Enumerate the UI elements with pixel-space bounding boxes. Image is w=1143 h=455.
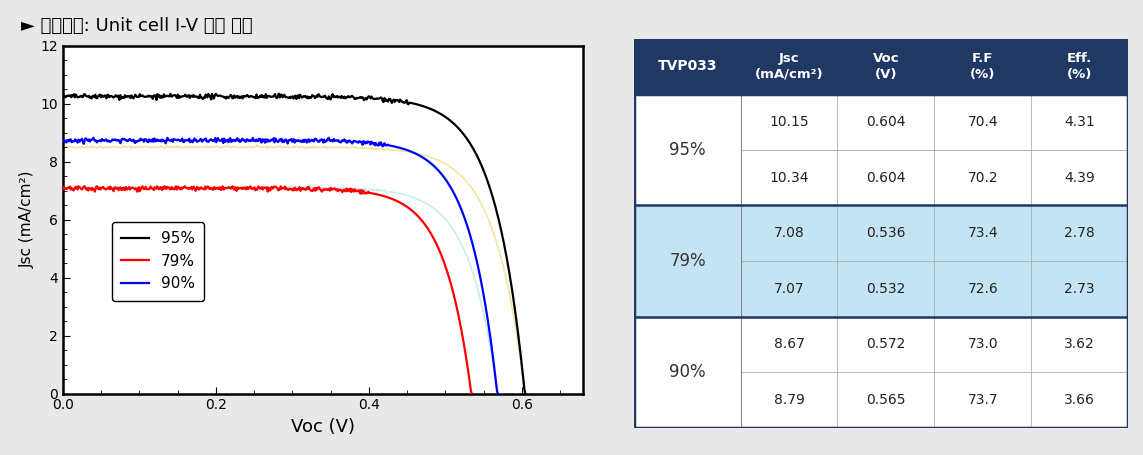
Bar: [741, 150, 838, 205]
95%: [509, 308, 522, 313]
Bar: [1031, 150, 1128, 205]
Bar: [934, 39, 1031, 94]
90%: [263, 138, 277, 144]
Bar: [838, 261, 934, 317]
Text: 10.34: 10.34: [769, 171, 809, 185]
Bar: [1031, 372, 1128, 428]
Text: 2.78: 2.78: [1064, 226, 1095, 240]
Text: 0.572: 0.572: [866, 337, 905, 351]
95%: [56, 92, 70, 98]
Bar: [634, 205, 741, 317]
Bar: [838, 205, 934, 261]
95%: [279, 94, 293, 100]
90%: [87, 135, 101, 141]
Bar: [741, 205, 838, 261]
Bar: [741, 317, 838, 372]
Text: 90%: 90%: [669, 363, 705, 381]
79%: [254, 186, 267, 192]
79%: [392, 199, 406, 205]
Text: 73.4: 73.4: [967, 226, 998, 240]
Bar: [838, 150, 934, 205]
Bar: [934, 94, 1031, 150]
Text: 73.7: 73.7: [967, 393, 998, 407]
Text: 4.39: 4.39: [1064, 171, 1095, 185]
Text: 70.4: 70.4: [967, 115, 998, 129]
90%: [481, 319, 495, 325]
Bar: [634, 39, 741, 94]
Text: TVP033: TVP033: [657, 60, 717, 73]
Text: 8.67: 8.67: [774, 337, 805, 351]
Line: 79%: 79%: [63, 186, 472, 394]
Line: 90%: 90%: [63, 138, 497, 394]
Text: 79%: 79%: [669, 252, 705, 270]
Y-axis label: Jsc (mA/cm²): Jsc (mA/cm²): [19, 171, 34, 268]
95%: [277, 93, 290, 99]
Legend: 95%, 79%, 90%: 95%, 79%, 90%: [112, 222, 205, 301]
95%: [307, 93, 321, 99]
Text: Voc
(V): Voc (V): [872, 52, 900, 81]
Bar: [741, 261, 838, 317]
Text: Eff.
(%): Eff. (%): [1068, 52, 1093, 81]
Bar: [634, 94, 741, 205]
Text: 2.73: 2.73: [1064, 282, 1095, 296]
Bar: [838, 39, 934, 94]
Text: 0.565: 0.565: [866, 393, 905, 407]
Text: F.F
(%): F.F (%): [970, 52, 996, 81]
X-axis label: Voc (V): Voc (V): [291, 418, 354, 436]
Bar: [1031, 317, 1128, 372]
Text: ► 평가내용: Unit cell I-V 특성 평가: ► 평가내용: Unit cell I-V 특성 평가: [21, 17, 253, 35]
Text: 4.31: 4.31: [1064, 115, 1095, 129]
Bar: [934, 372, 1031, 428]
Bar: [741, 372, 838, 428]
90%: [414, 153, 427, 159]
Text: 10.15: 10.15: [769, 115, 809, 129]
Text: 0.604: 0.604: [866, 171, 905, 185]
79%: [72, 183, 86, 189]
Bar: [741, 39, 838, 94]
Bar: [934, 205, 1031, 261]
90%: [266, 137, 280, 142]
Text: 0.604: 0.604: [866, 115, 905, 129]
Text: 8.79: 8.79: [774, 393, 805, 407]
79%: [465, 391, 479, 396]
Bar: [838, 94, 934, 150]
95%: [333, 94, 346, 100]
Text: 3.62: 3.62: [1064, 337, 1095, 351]
Bar: [934, 261, 1031, 317]
Bar: [934, 150, 1031, 205]
Text: 70.2: 70.2: [967, 171, 998, 185]
Bar: [634, 317, 741, 428]
Bar: [1031, 205, 1128, 261]
90%: [315, 137, 329, 143]
Bar: [1031, 94, 1128, 150]
Bar: [1031, 39, 1128, 94]
Bar: [934, 317, 1031, 372]
90%: [490, 391, 504, 396]
Text: 72.6: 72.6: [967, 282, 998, 296]
Text: 3.66: 3.66: [1064, 393, 1095, 407]
Text: 0.532: 0.532: [866, 282, 905, 296]
79%: [251, 185, 265, 190]
Bar: [1031, 261, 1128, 317]
Text: Jsc
(mA/cm²): Jsc (mA/cm²): [754, 52, 823, 81]
Bar: [838, 372, 934, 428]
Text: 73.0: 73.0: [967, 337, 998, 351]
Text: 7.07: 7.07: [774, 282, 805, 296]
95%: [519, 391, 533, 396]
79%: [301, 185, 314, 190]
Bar: [741, 94, 838, 150]
Line: 95%: 95%: [63, 94, 526, 394]
Text: 0.536: 0.536: [866, 226, 905, 240]
95%: [435, 112, 449, 118]
90%: [56, 138, 70, 144]
79%: [456, 334, 470, 340]
95%: [272, 91, 286, 96]
90%: [293, 138, 306, 144]
Text: 7.08: 7.08: [774, 226, 805, 240]
Bar: [838, 317, 934, 372]
79%: [56, 185, 70, 190]
Text: 95%: 95%: [669, 141, 705, 159]
79%: [278, 184, 291, 189]
